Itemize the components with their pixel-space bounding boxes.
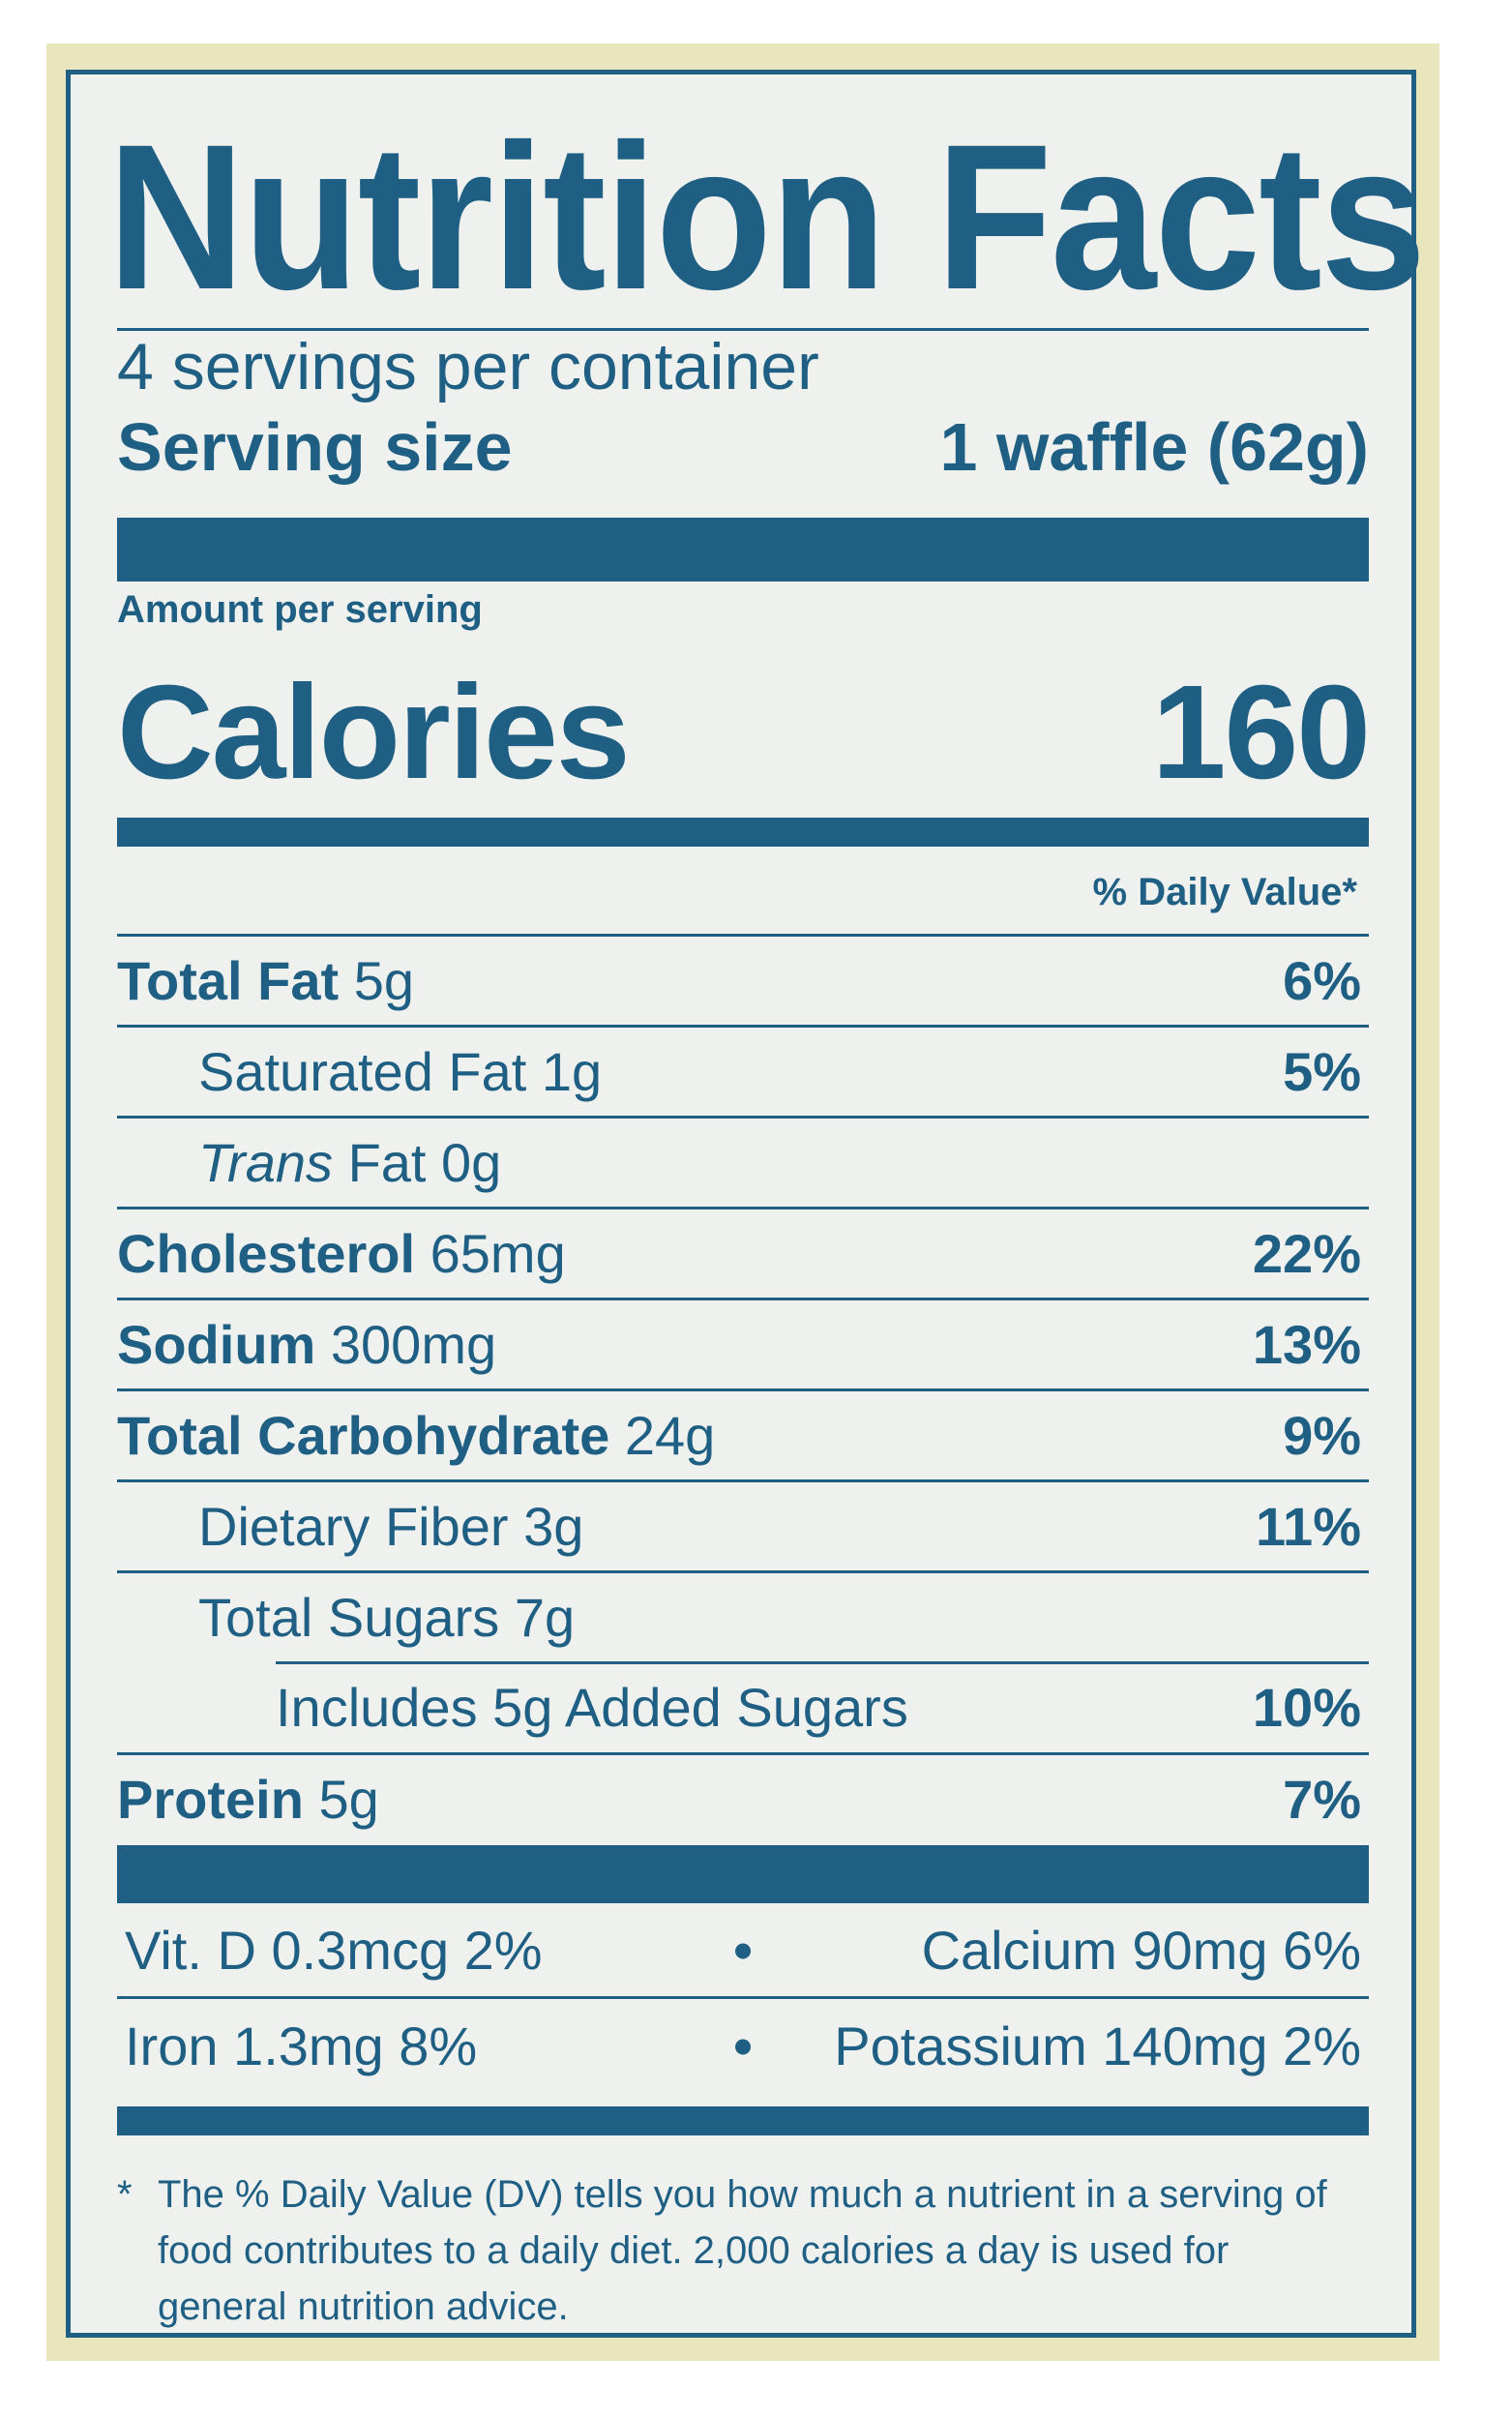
nutrient-name: Total Sugars 7g bbox=[198, 1587, 576, 1648]
medium-divider bbox=[117, 2106, 1369, 2135]
divider bbox=[117, 328, 1369, 331]
serving-size-label: Serving size bbox=[117, 409, 513, 485]
footnote-marker: * bbox=[117, 2173, 133, 2216]
vitamin-right: Potassium 140mg 2% bbox=[834, 2015, 1361, 2076]
nutrient-row-total-carbohydrate: Total Carbohydrate 24g 9% bbox=[117, 1388, 1369, 1479]
nutrient-amount: 300mg bbox=[330, 1314, 497, 1375]
nutrient-amount: 5g bbox=[353, 950, 415, 1011]
nutrient-row-trans-fat: Trans Fat 0g bbox=[117, 1116, 1369, 1207]
nutrient-row-saturated-fat: Saturated Fat 1g 5% bbox=[117, 1025, 1369, 1116]
servings-per-container: 4 servings per container bbox=[117, 330, 819, 403]
vitamin-right: Calcium 90mg 6% bbox=[921, 1919, 1361, 1981]
thick-divider bbox=[117, 518, 1369, 582]
nutrient-name: Dietary Fiber 3g bbox=[198, 1496, 584, 1557]
nutrient-name: Total Carbohydrate bbox=[117, 1405, 610, 1466]
calories-row: Calories 160 bbox=[117, 655, 1371, 810]
nutrient-name: Includes 5g Added Sugars bbox=[276, 1676, 908, 1738]
divider bbox=[117, 1996, 1369, 1999]
nutrient-name: Cholesterol bbox=[117, 1223, 416, 1284]
serving-size-row: Serving size 1 waffle (62g) bbox=[117, 403, 1369, 491]
thick-divider bbox=[117, 1845, 1369, 1903]
nutrient-dv: 7% bbox=[1283, 1769, 1361, 1830]
nutrient-name: Saturated Fat 1g bbox=[198, 1041, 603, 1102]
nutrient-row-sodium: Sodium 300mg 13% bbox=[117, 1298, 1369, 1388]
nutrient-row-added-sugars: Includes 5g Added Sugars 10% bbox=[117, 1661, 1369, 1752]
amount-per-serving: Amount per serving bbox=[117, 588, 483, 631]
nutrient-dv: 11% bbox=[1256, 1496, 1361, 1557]
nutrition-facts-panel: Nutrition Facts 4 servings per container… bbox=[66, 70, 1426, 2338]
footnote: * The % Daily Value (DV) tells you how m… bbox=[117, 2166, 1334, 2335]
vitamin-left: Vit. D 0.3mcg 2% bbox=[125, 1919, 543, 1981]
nutrient-amount: 24g bbox=[624, 1405, 716, 1466]
serving-size-value: 1 waffle (62g) bbox=[939, 409, 1369, 485]
bullet-separator: • bbox=[733, 1919, 753, 1981]
panel-title: Nutrition Facts bbox=[107, 102, 1426, 333]
nutrient-row-protein: Protein 5g 7% bbox=[117, 1752, 1369, 1843]
nutrient-row-total-sugars: Total Sugars 7g bbox=[117, 1570, 1369, 1661]
nutrient-amount: 65mg bbox=[430, 1223, 566, 1284]
nutrient-dv: 9% bbox=[1283, 1405, 1361, 1466]
vitamin-row: Iron 1.3mg 8% • Potassium 140mg 2% bbox=[117, 1999, 1369, 2092]
daily-value-header: % Daily Value* bbox=[1092, 871, 1357, 913]
nutrient-name: Sodium bbox=[117, 1314, 316, 1375]
nutrient-dv: 6% bbox=[1283, 950, 1361, 1011]
medium-divider bbox=[117, 818, 1369, 847]
nutrient-row-dietary-fiber: Dietary Fiber 3g 11% bbox=[117, 1479, 1369, 1570]
calories-value: 160 bbox=[1151, 657, 1371, 807]
vitamin-row: Vit. D 0.3mcg 2% • Calcium 90mg 6% bbox=[117, 1903, 1369, 1996]
nutrient-name: Protein bbox=[117, 1769, 304, 1830]
nutrient-dv: 13% bbox=[1252, 1314, 1361, 1375]
footnote-text: The % Daily Value (DV) tells you how muc… bbox=[158, 2173, 1327, 2328]
nutrient-name: Total Fat bbox=[117, 950, 340, 1011]
bullet-separator: • bbox=[733, 2015, 753, 2076]
vitamin-left: Iron 1.3mg 8% bbox=[125, 2015, 478, 2076]
nutrient-dv: 5% bbox=[1283, 1041, 1361, 1102]
nutrient-name-italic: Trans bbox=[198, 1132, 333, 1193]
nutrient-dv: 10% bbox=[1252, 1676, 1361, 1738]
nutrient-row-total-fat: Total Fat 5g 6% bbox=[117, 934, 1369, 1025]
nutrient-amount: 5g bbox=[318, 1769, 379, 1830]
nutrient-dv: 22% bbox=[1252, 1223, 1361, 1284]
nutrient-row-cholesterol: Cholesterol 65mg 22% bbox=[117, 1207, 1369, 1298]
calories-label: Calories bbox=[117, 657, 631, 807]
indented-divider bbox=[276, 1661, 1369, 1664]
nutrient-name: Fat 0g bbox=[347, 1132, 502, 1193]
